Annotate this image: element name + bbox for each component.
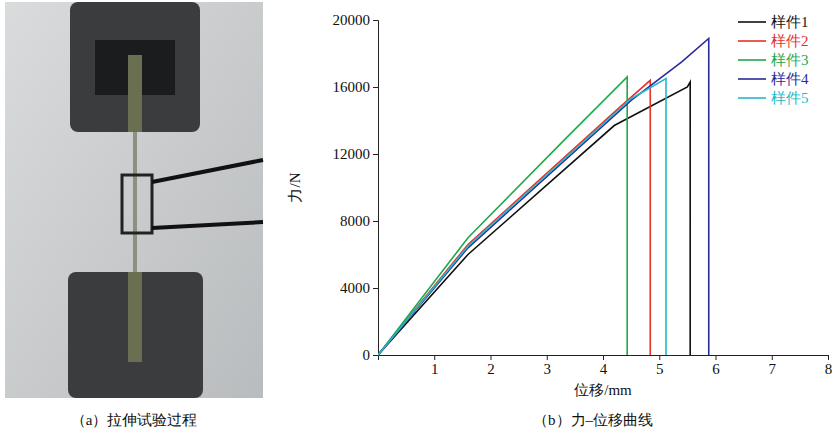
- legend-swatch: [738, 97, 766, 99]
- lower-grip: [68, 272, 203, 398]
- tick-label: 2: [487, 361, 495, 377]
- tick: 20000: [333, 12, 379, 28]
- legend-swatch: [738, 21, 766, 23]
- tick: 12000: [333, 146, 379, 162]
- axis-line: [373, 21, 379, 356]
- tick: 4000: [340, 280, 378, 296]
- tick-label: 6: [712, 361, 720, 377]
- legend-label: 样件5: [771, 90, 809, 106]
- specimen: [133, 132, 137, 272]
- tick-mark: [373, 20, 378, 21]
- tick-mark: [373, 154, 378, 155]
- series-line: [378, 79, 666, 355]
- tick-mark: [716, 355, 717, 360]
- tick: 0: [363, 347, 379, 363]
- tick-mark: [373, 87, 378, 88]
- tick-mark: [373, 221, 378, 222]
- tick-label: 1: [431, 361, 439, 377]
- panel-caption: （a）拉伸试验过程: [71, 412, 198, 428]
- series-line: [378, 82, 690, 355]
- legend-swatch: [738, 59, 766, 61]
- x-axis: 1 2 3 4 5 6 7 8: [379, 355, 833, 377]
- tick: 7: [769, 355, 777, 377]
- legend-swatch: [738, 40, 766, 42]
- photo-background: [5, 2, 263, 398]
- tick-label: 20000: [333, 12, 371, 28]
- photo-panel: （a）拉伸试验过程: [5, 2, 263, 428]
- specimen-top: [128, 55, 142, 132]
- tick-label: 7: [769, 361, 777, 377]
- specimen-bottom: [128, 272, 142, 362]
- tick: 16000: [333, 79, 379, 95]
- tick-label: 0: [363, 347, 371, 363]
- extensometer-arm: [152, 222, 263, 228]
- extensometer-arm: [152, 160, 263, 182]
- legend: 样件1 样件2 样件3 样件4 样件5: [738, 14, 809, 106]
- tick: 3: [544, 355, 552, 377]
- tick-mark: [373, 288, 378, 289]
- tick-label: 16000: [333, 79, 371, 95]
- series-line: [378, 38, 709, 355]
- tick: 2: [487, 355, 495, 377]
- legend-label: 样件2: [771, 33, 809, 49]
- series-line: [378, 80, 650, 355]
- axis-line: [379, 356, 829, 361]
- extensometer: [122, 175, 152, 233]
- tick-label: 4: [600, 361, 608, 377]
- tick: 5: [656, 355, 664, 377]
- legend-label: 样件4: [771, 71, 809, 87]
- tick-label: 8: [825, 361, 833, 377]
- tick-label: 3: [544, 361, 552, 377]
- tick: 8000: [340, 213, 378, 229]
- figure: （a）拉伸试验过程 1 2 3 4 5 6 7 8 0 4000 8000 12000 16000 2000…: [0, 0, 839, 435]
- tick-label: 4000: [340, 280, 370, 296]
- tick: 1: [431, 355, 439, 377]
- tick-label: 12000: [333, 146, 371, 162]
- y-axis-title: 力/N: [287, 172, 303, 202]
- tick-mark: [603, 355, 604, 360]
- legend-swatch: [738, 78, 766, 80]
- upper-grip: [70, 2, 200, 132]
- plot-area: [378, 38, 709, 355]
- tick-label: 8000: [340, 213, 370, 229]
- legend-label: 样件1: [771, 14, 809, 30]
- legend-label: 样件3: [771, 52, 809, 68]
- tick: 6: [712, 355, 720, 377]
- tick-mark: [373, 355, 378, 356]
- tick-mark: [659, 355, 660, 360]
- x-axis-title: 位移/mm: [574, 382, 632, 398]
- chart-title: （b）力–位移曲线: [533, 412, 653, 428]
- tick-mark: [491, 355, 492, 360]
- tick: 8: [825, 355, 833, 377]
- tick-mark: [828, 355, 829, 360]
- tick: 4: [600, 355, 608, 377]
- tick-label: 5: [656, 361, 664, 377]
- tick-mark: [434, 355, 435, 360]
- tick-mark: [547, 355, 548, 360]
- y-axis: 0 4000 8000 12000 16000 20000: [333, 12, 379, 363]
- tick-mark: [772, 355, 773, 360]
